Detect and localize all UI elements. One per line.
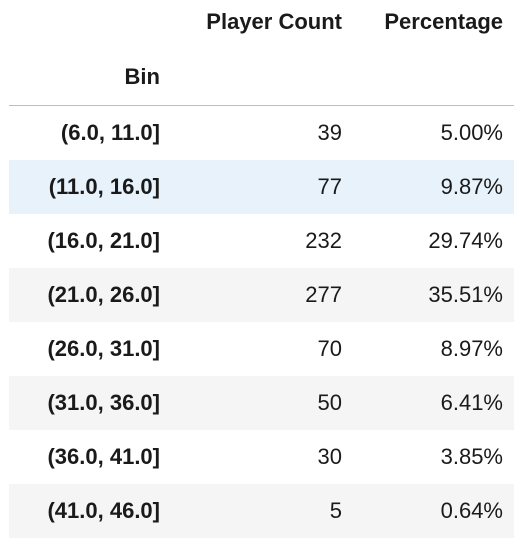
- row-index-cell: (11.0, 16.0]: [48, 174, 160, 199]
- player-count-cell: 77: [317, 174, 342, 199]
- table-row: (41.0, 46.0] 5 0.64%: [9, 484, 514, 538]
- percentage-cell: 9.87%: [440, 174, 503, 199]
- player-count-cell: 30: [317, 444, 342, 469]
- percentage-cell: 29.74%: [428, 228, 503, 253]
- percentage-cell: 0.64%: [440, 498, 503, 523]
- percentage-cell: 8.97%: [440, 336, 503, 361]
- row-index-cell: (6.0, 11.0]: [60, 120, 160, 145]
- player-count-cell: 232: [305, 228, 342, 253]
- index-name-label: Bin: [124, 64, 160, 89]
- dataframe-table: Player Count Percentage Bin (6.0, 11.0] …: [9, 0, 514, 538]
- column-header-player-count: Player Count: [206, 9, 342, 34]
- table-row: (21.0, 26.0] 277 35.51%: [9, 268, 514, 322]
- row-index-cell: (36.0, 41.0]: [47, 444, 160, 469]
- row-index-cell: (16.0, 21.0]: [47, 228, 160, 253]
- player-count-cell: 277: [305, 282, 342, 307]
- column-header-row: Player Count Percentage: [9, 0, 514, 50]
- player-count-cell: 50: [317, 390, 342, 415]
- column-header-percentage: Percentage: [384, 9, 503, 34]
- row-index-cell: (21.0, 26.0]: [47, 282, 160, 307]
- player-count-cell: 39: [317, 120, 342, 145]
- table-row: (31.0, 36.0] 50 6.41%: [9, 376, 514, 430]
- percentage-cell: 3.85%: [440, 444, 503, 469]
- table-row: (6.0, 11.0] 39 5.00%: [9, 106, 514, 160]
- table-row: (11.0, 16.0] 77 9.87%: [9, 160, 514, 214]
- row-index-cell: (31.0, 36.0]: [47, 390, 160, 415]
- percentage-cell: 6.41%: [440, 390, 503, 415]
- row-index-cell: (26.0, 31.0]: [47, 336, 160, 361]
- row-index-cell: (41.0, 46.0]: [47, 498, 160, 523]
- player-count-cell: 5: [329, 498, 342, 523]
- percentage-cell: 5.00%: [440, 120, 503, 145]
- table-row: (26.0, 31.0] 70 8.97%: [9, 322, 514, 376]
- table-row: (16.0, 21.0] 232 29.74%: [9, 214, 514, 268]
- table-row: (36.0, 41.0] 30 3.85%: [9, 430, 514, 484]
- percentage-cell: 35.51%: [428, 282, 503, 307]
- player-count-cell: 70: [317, 336, 342, 361]
- index-name-row: [9, 50, 514, 106]
